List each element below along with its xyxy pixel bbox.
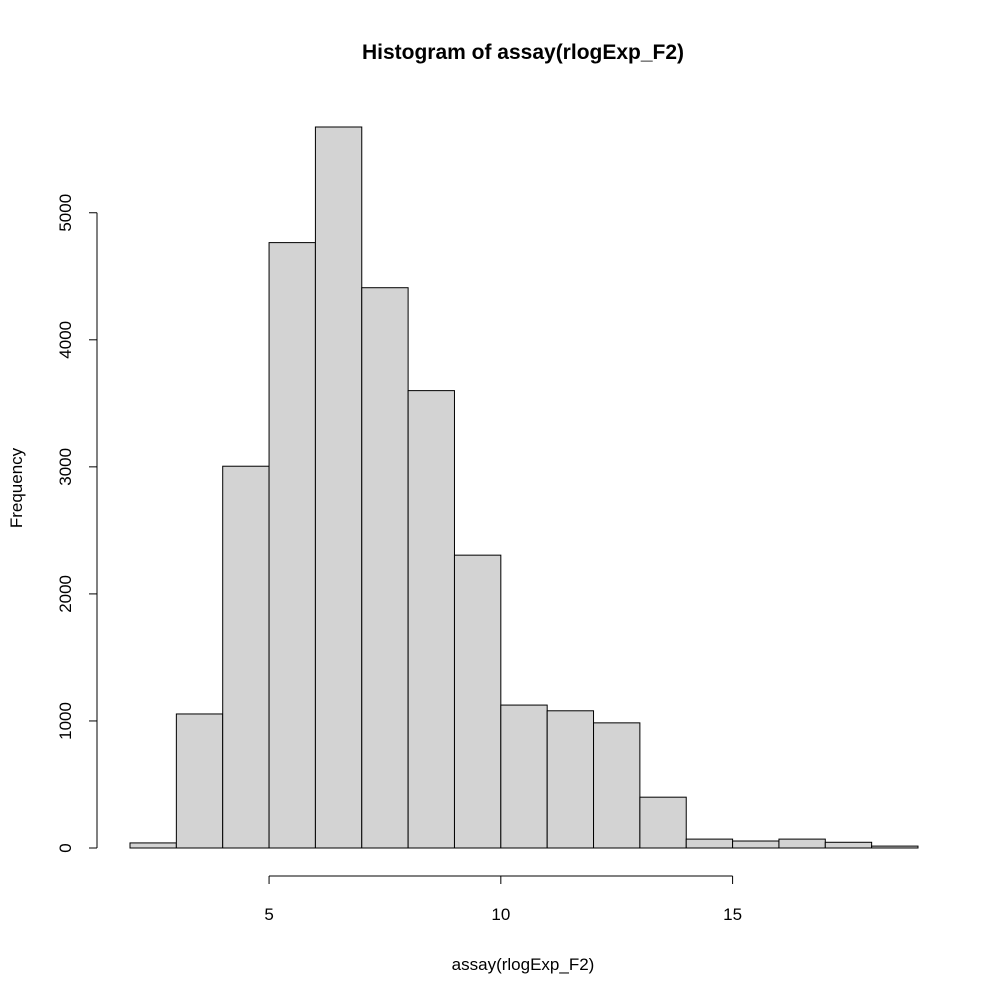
bar-3 (268, 242, 316, 849)
bar-0 (129, 842, 177, 849)
bar-14 (778, 838, 826, 849)
bar-7 (453, 554, 502, 849)
bar-16 (871, 845, 919, 849)
bar-13 (732, 840, 780, 849)
y-axis: 0 1000 2000 3000 4000 5000 (56, 194, 98, 853)
x-tick-label: 10 (491, 905, 510, 924)
bar-1 (175, 713, 224, 849)
y-tick-label: 5000 (56, 194, 75, 232)
x-tick-label: 15 (723, 905, 742, 924)
bar-4 (314, 126, 363, 849)
y-axis-label: Frequency (7, 447, 26, 528)
bar-6 (407, 390, 455, 849)
bar-12 (685, 838, 734, 849)
bar-15 (824, 841, 873, 849)
y-tick-label: 2000 (56, 575, 75, 613)
chart-title: Histogram of assay(rlogExp_F2) (362, 41, 684, 64)
bar-5 (361, 287, 409, 849)
bar-2 (222, 465, 270, 849)
y-tick-label: 4000 (56, 321, 75, 359)
x-axis: 5 10 15 (264, 875, 742, 924)
y-tick-label: 1000 (56, 702, 75, 740)
y-tick-label: 3000 (56, 448, 75, 486)
bar-10 (593, 722, 641, 849)
bar-11 (639, 796, 687, 849)
bar-9 (546, 710, 595, 849)
bar-8 (500, 704, 548, 849)
x-tick-label: 5 (264, 905, 273, 924)
bars-group (129, 126, 919, 849)
x-axis-label: assay(rlogExp_F2) (452, 955, 595, 974)
y-tick-label: 0 (56, 843, 75, 852)
